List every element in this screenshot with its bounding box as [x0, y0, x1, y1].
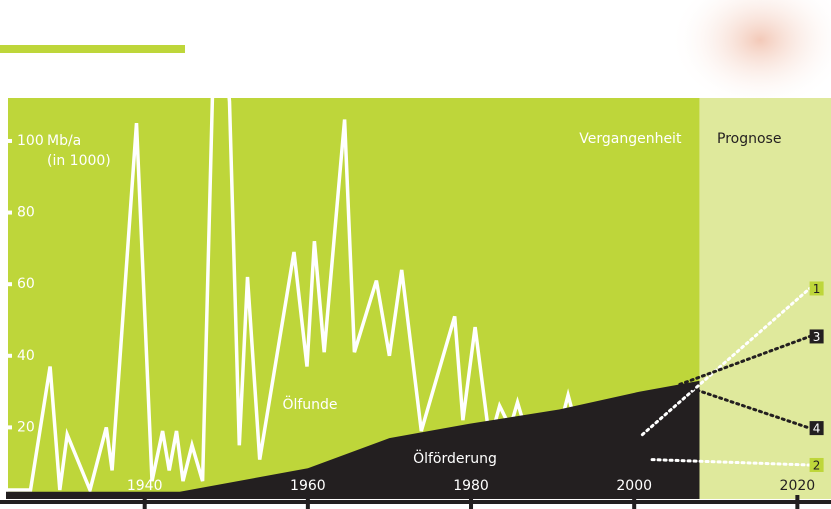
forecast-line: [678, 335, 812, 386]
y-tick: [8, 353, 12, 358]
forecast-badge: [809, 421, 824, 436]
background-decoration: [670, 0, 831, 110]
y-tick: [8, 282, 12, 287]
forecast-badge: [809, 281, 824, 296]
x-tick-label: 1980: [453, 478, 489, 494]
forecast-label: 2: [813, 458, 821, 472]
y-axis-label: Mb/a: [47, 133, 81, 149]
y-tick-label: 20: [17, 419, 35, 435]
x-axis-bar: [0, 500, 831, 504]
y-tick-label: 100: [17, 133, 44, 149]
y-axis-label: (in 1000): [47, 153, 111, 169]
x-tick-label: 2000: [616, 478, 652, 494]
y-tick: [8, 425, 12, 430]
forecast-line: [650, 458, 812, 467]
forecast-line: [640, 287, 812, 437]
x-tick: [795, 495, 800, 509]
series-label: Ölfunde: [282, 395, 337, 413]
x-tick-label: 1960: [290, 478, 326, 494]
y-tick: [8, 210, 12, 215]
x-tick: [305, 495, 310, 509]
forecast-line: [678, 382, 812, 430]
period-label: Vergangenheit: [579, 131, 682, 147]
forecast-label: 1: [813, 282, 821, 296]
period-label: Prognose: [717, 131, 781, 147]
forecast-badge: [809, 457, 824, 472]
header-bar: [0, 45, 185, 53]
y-tick: [8, 138, 12, 143]
y-tick-label: 80: [17, 205, 35, 221]
y-tick-label: 60: [17, 276, 35, 292]
series-label: Ölförderung: [413, 449, 497, 467]
forecast-label: 4: [813, 422, 821, 436]
y-tick-label: 40: [17, 348, 35, 364]
forecast-label: 3: [813, 330, 821, 344]
forecast-panel: [699, 98, 831, 499]
x-tick: [142, 495, 147, 509]
x-tick-label: 1940: [127, 478, 163, 494]
forecast-badge: [809, 329, 824, 344]
x-tick: [632, 495, 637, 509]
production-area: [6, 380, 700, 499]
x-tick: [469, 495, 474, 509]
x-tick-label: 2020: [780, 478, 816, 494]
